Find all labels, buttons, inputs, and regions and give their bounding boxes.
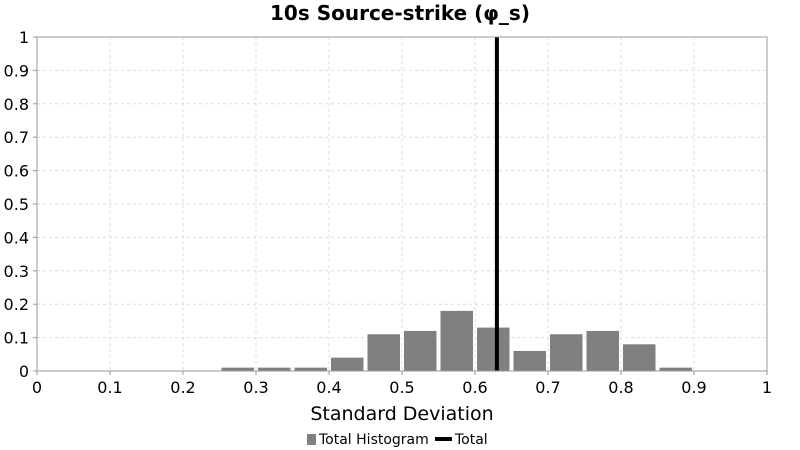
legend: Total Histogram Total [307,432,488,448]
histogram-bar [513,350,546,371]
y-tick-label: 0.1 [4,329,29,348]
legend-histogram-label: Total Histogram [318,432,429,448]
x-axis-ticks: 0 0.1 0.2 0.3 0.4 0.5 0.6 0.7 0.8 0.9 1 [32,371,772,397]
x-tick-label: 0.1 [97,378,122,397]
x-tick-label: 0.8 [608,378,633,397]
y-tick-label: 0 [19,362,29,381]
y-tick-label: 0.2 [4,295,29,314]
legend-histogram-swatch [307,434,316,445]
x-tick-label: 1 [762,378,772,397]
y-tick-label: 0.3 [4,262,29,281]
histogram-bar [294,367,327,371]
y-tick-label: 0.7 [4,128,29,147]
histogram-bar [221,367,254,371]
histogram-bar [623,344,656,371]
x-axis-label: Standard Deviation [310,403,493,425]
y-tick-label: 0.4 [4,228,29,247]
histogram-bars [221,310,692,371]
chart-title: 10s Source-strike (φ_s) [270,1,530,25]
x-tick-label: 0.6 [462,378,487,397]
y-axis-ticks: 0 0.1 0.2 0.3 0.4 0.5 0.6 0.7 0.8 0.9 1 [4,28,37,381]
histogram-bar [404,330,437,371]
x-tick-label: 0.2 [170,378,195,397]
histogram-bar [477,327,510,371]
y-tick-label: 0.5 [4,195,29,214]
histogram-bar [659,367,692,371]
histogram-bar [550,334,583,371]
y-tick-label: 1 [19,28,29,47]
histogram-bar [258,367,291,371]
histogram-bar [586,330,619,371]
x-tick-label: 0.4 [316,378,341,397]
x-tick-label: 0 [32,378,42,397]
x-tick-label: 0.3 [243,378,268,397]
grid-lines [37,37,767,371]
y-tick-label: 0.6 [4,162,29,181]
y-tick-label: 0.9 [4,61,29,80]
legend-total-label: Total [454,432,488,448]
x-tick-label: 0.7 [535,378,560,397]
x-tick-label: 0.9 [681,378,706,397]
histogram-bar [367,334,400,371]
x-tick-label: 0.5 [389,378,414,397]
y-tick-label: 0.8 [4,95,29,114]
histogram-bar [331,357,364,371]
histogram-bar [440,310,473,371]
